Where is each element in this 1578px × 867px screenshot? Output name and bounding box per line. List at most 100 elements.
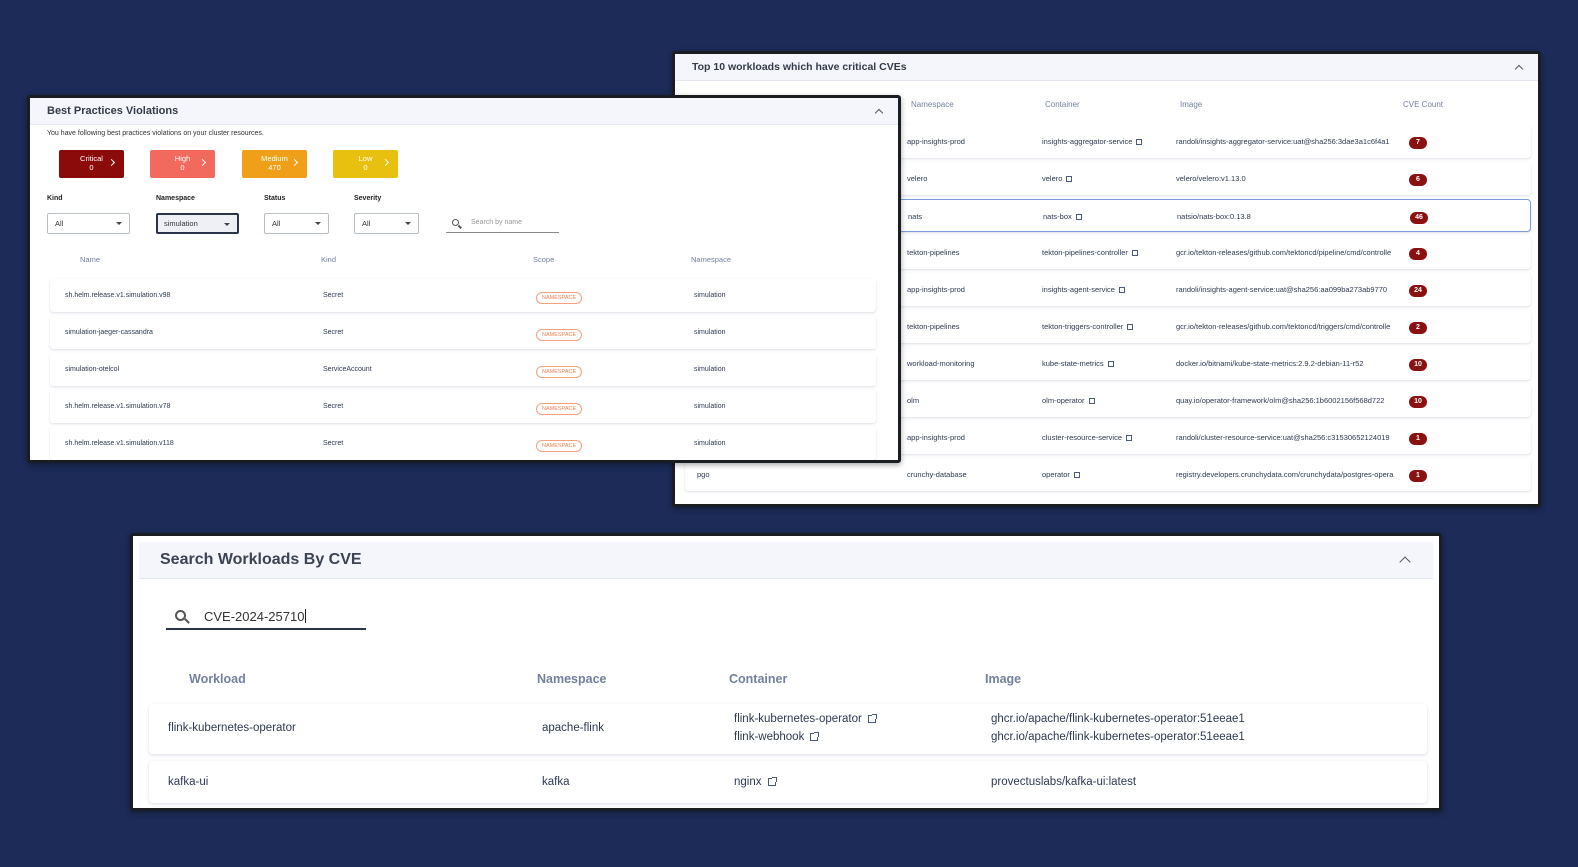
container-link[interactable]: tekton-pipelines-controller xyxy=(1042,248,1128,257)
severity-card-high[interactable]: High 0 xyxy=(150,150,215,178)
container-link[interactable]: olm-operator xyxy=(1042,396,1085,405)
status-select[interactable]: All xyxy=(264,213,329,234)
severity-label: High xyxy=(174,154,191,163)
image-cell: randoli/insights-agent-service:uat@sha25… xyxy=(1176,285,1388,294)
column-namespace[interactable]: Namespace xyxy=(537,672,607,686)
column-container[interactable]: Container xyxy=(729,672,788,686)
cve-count-badge: 1 xyxy=(1409,470,1427,482)
external-link-icon[interactable] xyxy=(767,776,777,786)
namespace-select[interactable]: simulation xyxy=(156,213,239,234)
table-row[interactable]: sh.helm.release.v1.simulation.v98 Secret N… xyxy=(50,279,876,312)
container-link[interactable]: kube-state-metrics xyxy=(1042,359,1104,368)
kind-cell: Secret xyxy=(323,440,344,447)
column-workload[interactable]: Workload xyxy=(189,672,246,686)
column-name[interactable]: Name xyxy=(80,255,101,264)
container-link[interactable]: cluster-resource-service xyxy=(1042,433,1123,442)
external-link-icon[interactable] xyxy=(1066,176,1073,183)
namespace-cell: simulation xyxy=(694,403,726,410)
name-cell: sh.helm.release.v1.simulation.v98 xyxy=(65,292,171,299)
external-link-icon[interactable] xyxy=(1107,361,1114,368)
external-link-icon[interactable] xyxy=(1131,250,1138,257)
column-namespace[interactable]: Namespace xyxy=(691,255,732,264)
column-image[interactable]: Image xyxy=(1180,100,1203,109)
kind-select[interactable]: All xyxy=(47,213,130,234)
severity-select[interactable]: All xyxy=(354,213,419,234)
container-link[interactable]: insights-agent-service xyxy=(1042,285,1115,294)
table-row[interactable]: sh.helm.release.v1.simulation.v78 Secret N… xyxy=(50,390,876,423)
external-link-icon[interactable] xyxy=(1127,324,1134,331)
namespace-cell: app-insights-prod xyxy=(907,285,965,294)
cve-search-input[interactable]: CVE-2024-25710 xyxy=(166,604,366,630)
scope-badge: NAMESPACE xyxy=(536,440,583,452)
table-header: Namespace Container Image CVE Count xyxy=(675,81,1538,125)
kind-select-value: All xyxy=(55,219,64,228)
image-cell: randoli/cluster-resource-service:uat@sha… xyxy=(1176,433,1390,442)
external-link-icon[interactable] xyxy=(1136,139,1143,146)
cve-count-badge: 10 xyxy=(1409,359,1427,371)
table-row[interactable]: kafka-ui kafka nginx provectuslabs/kafka-ui… xyxy=(149,761,1427,803)
container-cell: nginx xyxy=(734,776,777,788)
container-link[interactable]: operator xyxy=(1042,470,1070,479)
dropdown-arrow-icon xyxy=(405,222,411,225)
external-link-icon[interactable] xyxy=(1126,435,1133,442)
table-row[interactable]: sh.helm.release.v1.simulation.v118 Secret… xyxy=(50,427,876,460)
container-cell: nats-box xyxy=(1043,212,1082,221)
panel-title: Top 10 workloads which have critical CVE… xyxy=(692,61,907,73)
collapse-chevron-icon[interactable] xyxy=(1399,556,1411,568)
external-link-icon[interactable] xyxy=(1088,398,1095,405)
name-cell: simulation-jaeger-cassandra xyxy=(65,329,153,336)
table-row[interactable]: pgo crunchy-database operator registry.deve… xyxy=(685,458,1531,491)
image-cell: randoli/insights-aggregator-service:uat@… xyxy=(1176,137,1390,146)
container-link[interactable]: flink-webhook xyxy=(734,731,805,743)
severity-label: Medium xyxy=(261,154,288,163)
namespace-cell: app-insights-prod xyxy=(907,137,965,146)
column-image[interactable]: Image xyxy=(985,672,1022,686)
panel-subtitle: You have following best practices violat… xyxy=(47,130,264,137)
container-link[interactable]: nats-box xyxy=(1043,212,1072,221)
table-row[interactable]: flink-kubernetes-operator apache-flink fli… xyxy=(149,704,1427,754)
image-cell: provectuslabs/kafka-ui:latest xyxy=(991,776,1137,788)
container-link[interactable]: nginx xyxy=(734,776,762,788)
container-link[interactable]: insights-aggregator-service xyxy=(1042,137,1133,146)
namespace-cell: workload-monitoring xyxy=(907,359,975,368)
name-cell: sh.helm.release.v1.simulation.v78 xyxy=(65,403,171,410)
image-cell: quay.io/operator-framework/olm@sha256:1b… xyxy=(1176,396,1385,405)
collapse-chevron-icon[interactable] xyxy=(874,108,884,117)
column-container[interactable]: Container xyxy=(1045,100,1080,109)
cve-count-badge: 1 xyxy=(1409,433,1427,445)
workload-cell: kafka-ui xyxy=(168,776,209,788)
panel-header: Search Workloads By CVE xyxy=(139,542,1433,579)
column-scope[interactable]: Scope xyxy=(533,255,555,264)
container-cell: flink-webhook xyxy=(734,731,820,743)
collapse-chevron-icon[interactable] xyxy=(1514,64,1524,73)
container-cell: kube-state-metrics xyxy=(1042,359,1114,368)
container-cell: olm-operator xyxy=(1042,396,1095,405)
column-cve-count[interactable]: CVE Count xyxy=(1403,100,1444,109)
container-link[interactable]: tekton-triggers-controller xyxy=(1042,322,1124,331)
external-link-icon[interactable] xyxy=(1118,287,1125,294)
external-link-icon[interactable] xyxy=(1073,472,1080,479)
namespace-cell: crunchy-database xyxy=(907,470,967,479)
search-workloads-panel: Search Workloads By CVE CVE-2024-25710 W… xyxy=(130,533,1442,811)
container-link[interactable]: flink-kubernetes-operator xyxy=(734,713,862,725)
container-link[interactable]: velero xyxy=(1042,174,1063,183)
search-input[interactable]: Search by name xyxy=(446,215,559,233)
status-select-value: All xyxy=(272,219,281,228)
name-cell: simulation-otelcol xyxy=(65,366,120,373)
severity-card-medium[interactable]: Medium 470 xyxy=(242,150,307,178)
severity-card-critical[interactable]: Critical 0 xyxy=(59,150,124,178)
column-namespace[interactable]: Namespace xyxy=(911,100,954,109)
namespace-cell: simulation xyxy=(694,292,726,299)
table-row[interactable]: simulation-jaeger-cassandra Secret NAMESPA… xyxy=(50,316,876,349)
external-link-icon[interactable] xyxy=(867,713,877,723)
dropdown-arrow-icon xyxy=(116,222,122,225)
scope-badge: NAMESPACE xyxy=(536,366,583,378)
column-kind[interactable]: Kind xyxy=(321,255,337,264)
severity-card-low[interactable]: Low 0 xyxy=(333,150,398,178)
external-link-icon[interactable] xyxy=(810,731,820,741)
external-link-icon[interactable] xyxy=(1075,214,1082,221)
table-row[interactable]: simulation-otelcol ServiceAccount NAMESPAC… xyxy=(50,353,876,386)
cve-count-badge: 2 xyxy=(1409,322,1427,334)
image-cell: gcr.io/tekton-releases/github.com/tekton… xyxy=(1176,322,1391,331)
severity-count: 0 xyxy=(180,163,185,172)
